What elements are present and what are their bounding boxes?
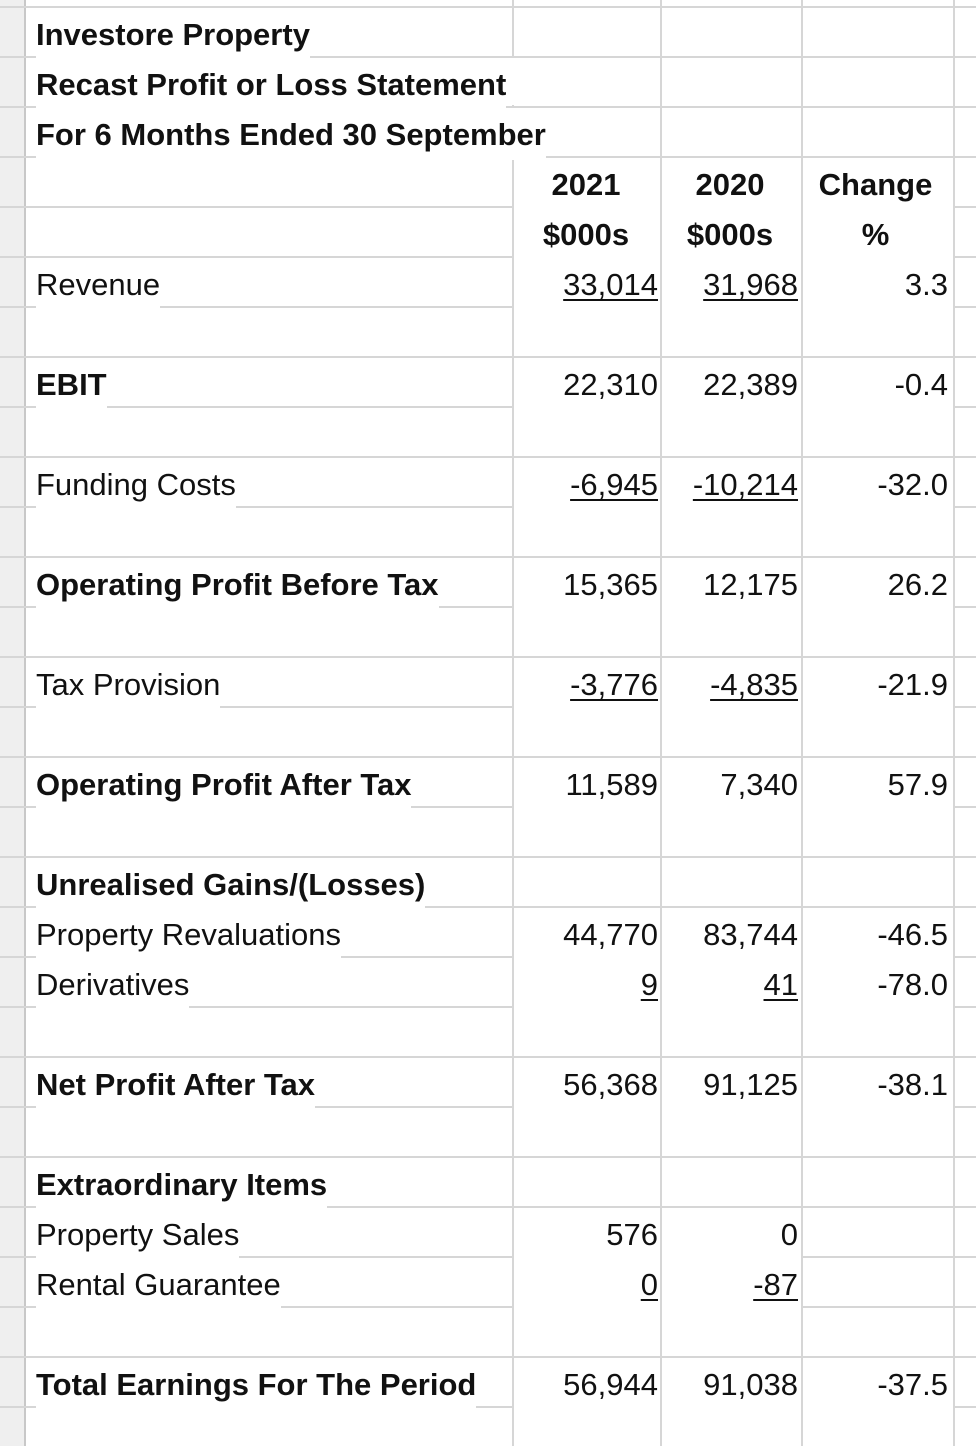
value-tax-2020: -4,835 [662,660,801,710]
value-funding-2021: -6,945 [514,460,660,510]
value-npat-2020: 91,125 [662,1060,801,1110]
row-label-ebit: EBIT [36,360,107,410]
value-revenue-2021: 33,014 [514,260,660,310]
gridline [0,506,976,508]
section-heading-extraordinary: Extraordinary Items [36,1160,328,1210]
gridline [0,306,976,308]
change-opbt: 26.2 [803,560,953,610]
gridline [0,806,976,808]
unit-2020: $000s [662,210,801,260]
value-ebit-2021: 22,310 [514,360,660,410]
gridline [0,856,976,858]
gridline [0,206,976,208]
unit-2021: $000s [514,210,660,260]
gridline [0,756,976,758]
value-revals-2020: 83,744 [662,910,801,960]
gridline [0,1406,976,1408]
gridline [953,0,955,1446]
gridline [801,0,803,1446]
value-opbt-2021: 15,365 [514,560,660,610]
value-ebit-2020: 22,389 [662,360,801,410]
report-period: For 6 Months Ended 30 September [36,110,546,160]
column-header-2021: 2021 [514,160,660,210]
gridline [0,606,976,608]
change-opat: 57.9 [803,760,953,810]
report-company: Investore Property [36,10,310,60]
value-sales-2021: 576 [514,1210,660,1260]
gridline [0,706,976,708]
gridline [0,1306,976,1308]
value-revenue-2020: 31,968 [662,260,801,310]
row-label-revenue: Revenue [36,260,161,310]
gridline [0,56,976,58]
change-funding: -32.0 [803,460,953,510]
row-label-opat: Operating Profit After Tax [36,760,412,810]
value-npat-2021: 56,368 [514,1060,660,1110]
row-label-npat: Net Profit After Tax [36,1060,316,1110]
section-heading-unrealised: Unrealised Gains/(Losses) [36,860,426,910]
change-derivs: -78.0 [803,960,953,1010]
gridline [0,1156,976,1158]
row-label-property-revaluations: Property Revaluations [36,910,341,960]
change-revals: -46.5 [803,910,953,960]
change-npat: -38.1 [803,1060,953,1110]
value-sales-2020: 0 [662,1210,801,1260]
row-label-derivatives: Derivatives [36,960,190,1010]
row-header-gutter [0,0,26,1446]
gridline [0,1106,976,1108]
column-header-change: Change [803,160,953,210]
gridline [0,1056,976,1058]
value-guarantee-2020: -87 [662,1260,801,1310]
change-tax: -21.9 [803,660,953,710]
value-opbt-2020: 12,175 [662,560,801,610]
gridline [0,256,976,258]
gridline [0,356,976,358]
column-header-2020: 2020 [662,160,801,210]
gridline [0,6,976,8]
gridline [0,456,976,458]
change-revenue: 3.3 [803,260,953,310]
value-total-2021: 56,944 [514,1360,660,1410]
value-funding-2020: -10,214 [662,460,801,510]
gridline [512,0,514,1446]
value-total-2020: 91,038 [662,1360,801,1410]
gridline [660,0,662,1446]
unit-change: % [803,210,953,260]
gridline [0,906,976,908]
value-tax-2021: -3,776 [514,660,660,710]
row-label-property-sales: Property Sales [36,1210,240,1260]
value-derivs-2021: 9 [514,960,660,1010]
report-title: Recast Profit or Loss Statement [36,60,507,110]
gridline [0,1356,976,1358]
row-label-total-earnings: Total Earnings For The Period [36,1360,477,1410]
value-opat-2021: 11,589 [514,760,660,810]
row-label-tax-provision: Tax Provision [36,660,221,710]
change-total: -37.5 [803,1360,953,1410]
gridline [0,1256,976,1258]
value-guarantee-2021: 0 [514,1260,660,1310]
gridline [0,406,976,408]
row-label-opbt: Operating Profit Before Tax [36,560,439,610]
gridline [0,956,976,958]
gridline [0,1206,976,1208]
value-derivs-2020: 41 [662,960,801,1010]
gridline [0,1006,976,1008]
row-label-rental-guarantee: Rental Guarantee [36,1260,281,1310]
overflow-mask [512,58,659,105]
gridline [0,656,976,658]
change-ebit: -0.4 [803,360,953,410]
gridline [0,556,976,558]
row-label-funding-costs: Funding Costs [36,460,236,510]
value-opat-2020: 7,340 [662,760,801,810]
value-revals-2021: 44,770 [514,910,660,960]
